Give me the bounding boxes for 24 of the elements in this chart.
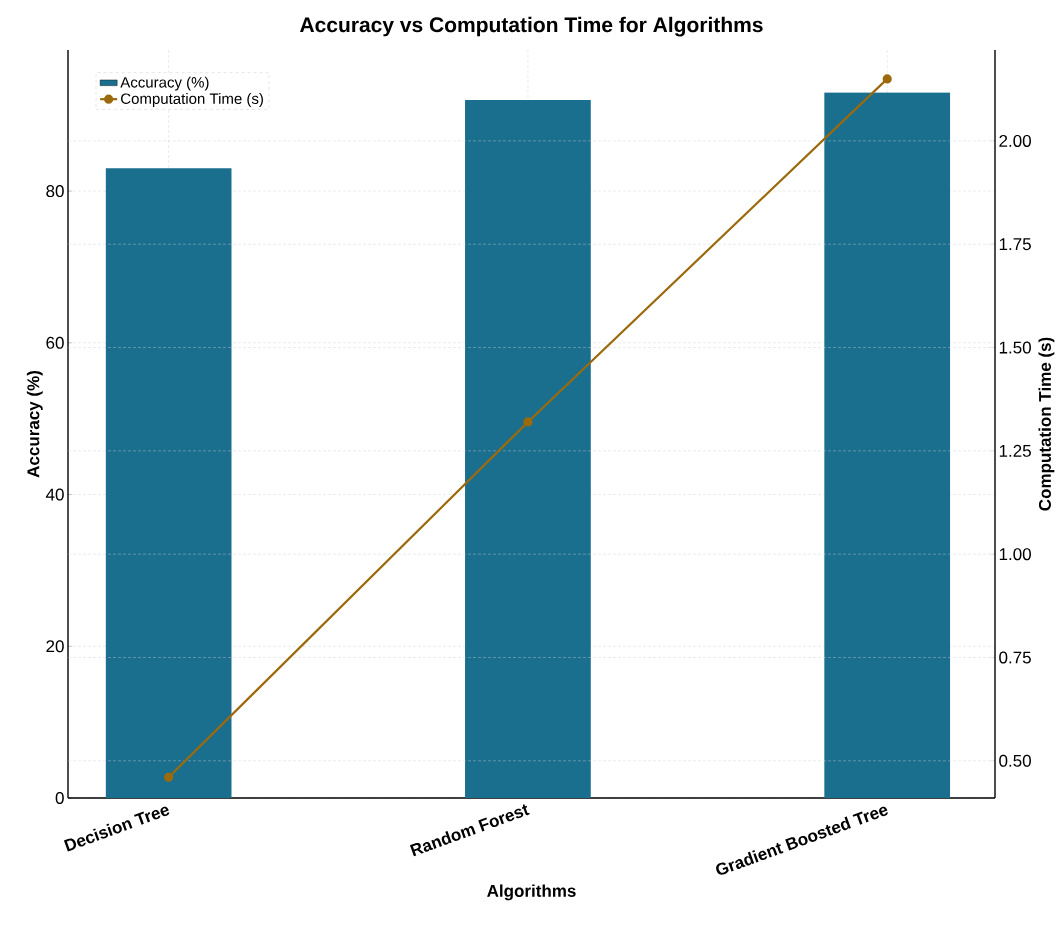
y2-tick-label: 1.75 (999, 238, 1031, 251)
legend-label: Accuracy (%) (120, 76, 209, 91)
y2-axis-title: Computation Time (s) (1038, 337, 1055, 511)
point (523, 417, 533, 427)
point (882, 74, 892, 84)
y2-tick-label: 2.00 (999, 134, 1031, 147)
y-axis-title: Accuracy (%) (26, 371, 43, 478)
point (164, 772, 174, 782)
y-tick-label: 40 (45, 488, 64, 501)
y2-tick-label: 1.00 (999, 548, 1031, 561)
y2-tick-label: 0.75 (999, 651, 1031, 664)
y2-tick-label: 0.50 (999, 754, 1031, 767)
bar (465, 100, 591, 798)
y2-tick-label: 1.50 (999, 341, 1031, 354)
y-tick-label: 0 (55, 791, 64, 805)
x-axis-title: Algorithms (487, 884, 576, 901)
bar (105, 168, 232, 798)
y-tick-label: 80 (46, 185, 64, 198)
chart-title: Accuracy vs Computation Time for Algorithms (300, 16, 763, 37)
legend-label: Computation Time (s) (121, 93, 263, 107)
y-tick-label: 60 (46, 336, 64, 349)
y2-tick-label: 1.25 (999, 444, 1031, 457)
y-tick-label: 20 (46, 640, 64, 653)
bar (824, 92, 951, 798)
